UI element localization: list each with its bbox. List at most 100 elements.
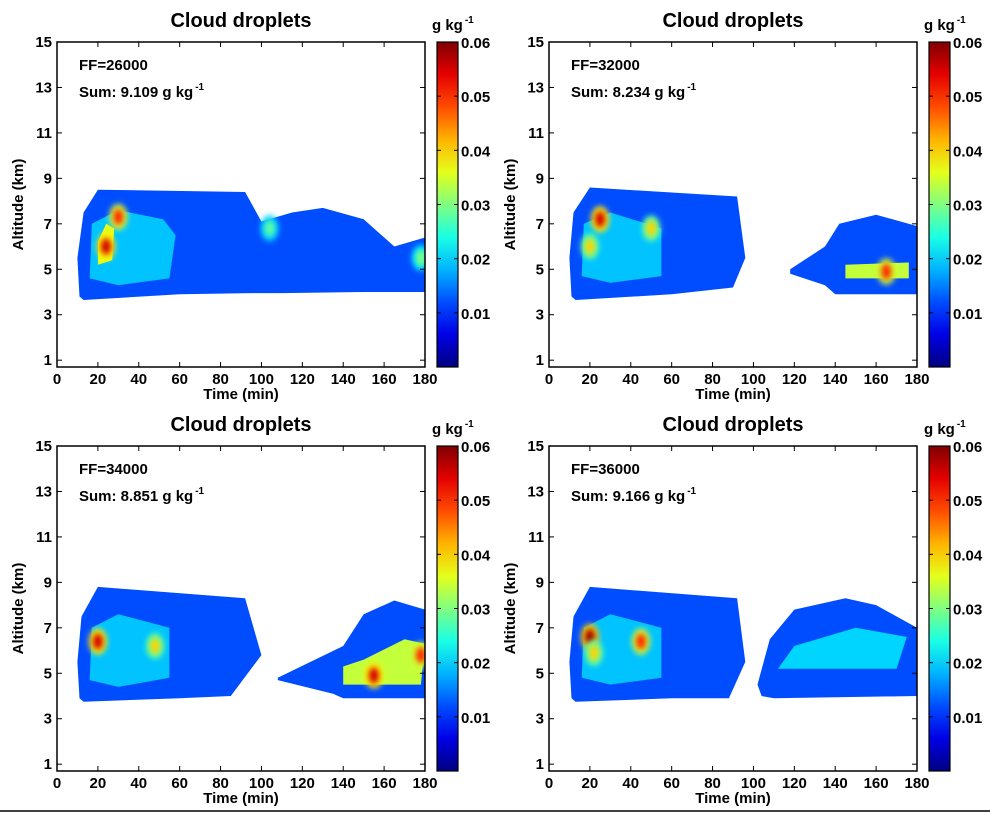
x-tick-label: 100 (741, 371, 766, 388)
x-tick-label: 180 (904, 371, 929, 388)
x-axis-label: Time (min) (695, 790, 771, 807)
contour-peak-4 (150, 638, 161, 654)
x-tick-label: 140 (331, 371, 356, 388)
chart-title: Cloud droplets (662, 414, 803, 436)
ff-annotation: FF=32000 (571, 57, 640, 74)
y-tick-label: 15 (35, 34, 52, 51)
y-tick-label: 11 (36, 529, 52, 546)
colorbar-tick-label: 0.01 (461, 306, 490, 323)
y-tick-label: 3 (536, 711, 544, 728)
colorbar-tick-label: 0.05 (953, 89, 982, 106)
x-tick-label: 40 (130, 371, 147, 388)
y-tick-label: 13 (35, 483, 52, 500)
ff-annotation: FF=36000 (571, 461, 640, 478)
colorbar-tick-label: 0.06 (953, 35, 982, 52)
y-tick-label: 13 (527, 483, 544, 500)
superscript: -1 (957, 15, 966, 26)
y-tick-label: 11 (36, 125, 52, 142)
colorbar-tick-label: 0.03 (953, 602, 982, 619)
contour-peak-3 (415, 647, 425, 664)
y-tick-label: 5 (44, 665, 52, 682)
y-tick-label: 15 (35, 438, 52, 455)
axes-frame (56, 445, 426, 772)
x-tick-label: 60 (663, 775, 680, 792)
x-tick-label: 20 (90, 371, 107, 388)
x-tick-label: 120 (782, 371, 807, 388)
y-axis-label: Altitude (km) (10, 159, 27, 251)
contour-region-4 (778, 627, 907, 669)
x-tick-label: 100 (249, 775, 274, 792)
y-tick-label: 7 (536, 620, 544, 637)
contour-field (569, 187, 917, 300)
colorbar-tick-label: 0.05 (953, 493, 982, 510)
colorbar-tick-label: 0.05 (461, 493, 490, 510)
colorbar-label: g kg -1 (924, 419, 966, 438)
x-tick-label: 120 (782, 775, 807, 792)
contour-field (77, 586, 425, 702)
y-tick-label: 15 (527, 34, 544, 51)
y-axis-label: Altitude (km) (502, 159, 519, 251)
y-tick-label: 5 (44, 261, 52, 278)
colorbar-tick-label: 0.03 (953, 198, 982, 215)
axes-frame (56, 41, 426, 368)
contour-peak-1 (101, 238, 112, 255)
x-tick-label: 0 (53, 371, 61, 388)
y-tick-label: 15 (527, 438, 544, 455)
y-tick-label: 9 (536, 574, 544, 591)
colorbar-tick-label: 0.03 (461, 198, 490, 215)
chart-title: Cloud droplets (662, 10, 803, 32)
y-tick-label: 9 (536, 170, 544, 187)
colorbar-tick-label: 0.01 (953, 306, 982, 323)
panel-4: 0 20 40 60 80 100 120 140 160 18013579111315Cloud… (502, 414, 983, 807)
contour-peak-4 (646, 220, 657, 237)
superscript: -1 (195, 486, 204, 497)
x-tick-label: 160 (372, 775, 397, 792)
panel-1: 0 20 40 60 80 100 120 140 160 18013579111315Cloud… (10, 10, 491, 403)
x-tick-label: 40 (130, 775, 147, 792)
x-tick-label: 80 (704, 775, 721, 792)
colorbar-tick-label: 0.06 (461, 35, 490, 52)
colorbar-tick-label: 0.04 (953, 143, 983, 160)
x-tick-label: 160 (372, 371, 397, 388)
y-tick-label: 3 (44, 711, 52, 728)
x-axis-label: Time (min) (203, 386, 279, 403)
colorbar-tick-label: 0.06 (953, 439, 982, 456)
x-tick-label: 160 (864, 371, 889, 388)
contour-region-4 (845, 262, 909, 279)
superscript: -1 (465, 419, 474, 430)
superscript: -1 (687, 82, 696, 93)
y-axis-label: Altitude (km) (502, 563, 519, 655)
x-tick-label: 80 (704, 371, 721, 388)
ff-annotation: FF=34000 (79, 461, 148, 478)
x-tick-label: 180 (412, 775, 437, 792)
x-tick-label: 80 (212, 371, 229, 388)
x-tick-label: 40 (622, 775, 639, 792)
y-tick-label: 3 (44, 307, 52, 324)
x-axis-label: Time (min) (695, 386, 771, 403)
chart-title: Cloud droplets (170, 414, 311, 436)
contour-field (77, 189, 425, 300)
colorbar-tick-label: 0.04 (953, 547, 983, 564)
contour-peak-4 (415, 249, 425, 266)
colorbar-tick-label: 0.02 (953, 252, 982, 269)
contour-peak-1 (595, 211, 606, 228)
y-tick-label: 1 (536, 756, 544, 773)
sum-annotation: Sum: 9.166 g kg -1 (571, 486, 697, 505)
x-tick-label: 40 (622, 371, 639, 388)
y-tick-label: 7 (44, 216, 52, 233)
colorbar-label: g kg -1 (432, 419, 474, 438)
y-tick-label: 9 (44, 170, 52, 187)
y-tick-label: 5 (536, 665, 544, 682)
x-tick-label: 140 (331, 775, 356, 792)
y-tick-label: 13 (35, 79, 52, 96)
colorbar-label: g kg -1 (432, 15, 474, 34)
x-tick-label: 20 (582, 371, 599, 388)
x-tick-label: 120 (290, 371, 315, 388)
colorbar-label: g kg -1 (924, 15, 966, 34)
x-tick-label: 0 (53, 775, 61, 792)
superscript: -1 (957, 419, 966, 430)
y-tick-label: 7 (44, 620, 52, 637)
contour-peak-3 (588, 644, 599, 661)
